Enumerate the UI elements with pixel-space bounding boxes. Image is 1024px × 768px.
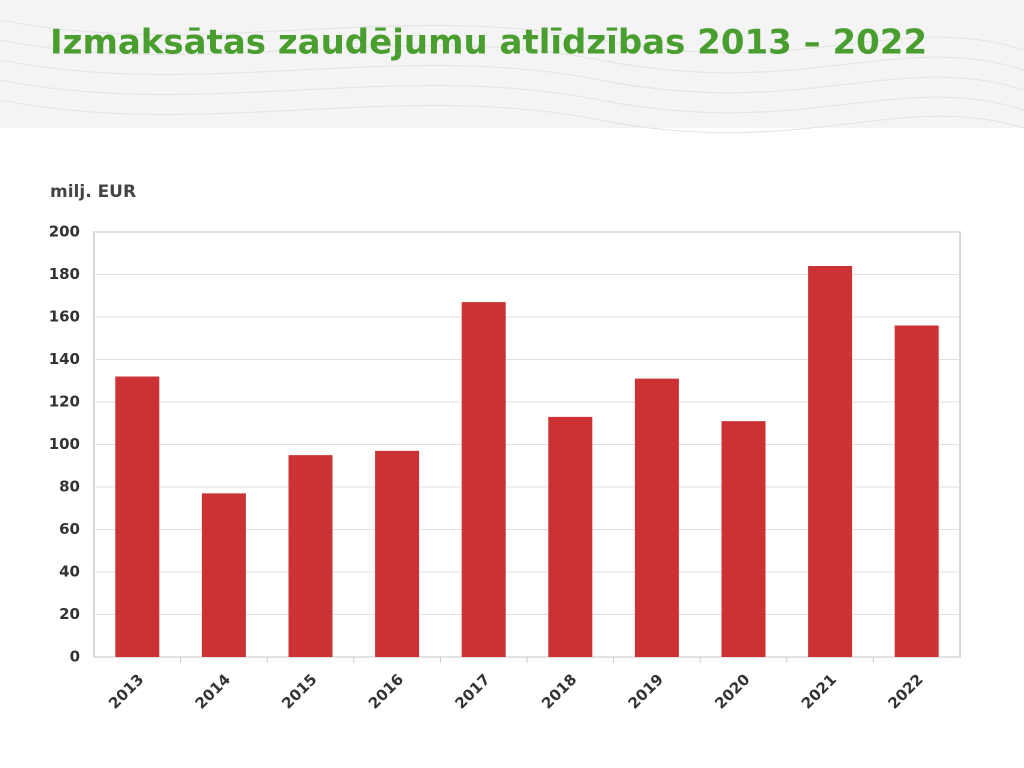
y-tick-label: 40 [59,563,80,581]
header-pattern [0,19,1024,134]
bar [288,455,333,657]
chart-title: Izmaksātas zaudējumu atlīdzības 2013 – 2… [50,23,927,63]
bar [808,266,853,657]
bar [461,302,506,657]
x-tick-label: 2020 [711,670,753,712]
bar [634,378,679,657]
x-tick-label: 2013 [105,670,147,712]
axis-unit: milj. EUR [50,182,136,202]
bar [721,421,766,657]
bar [375,450,420,657]
bar [548,416,593,657]
x-tick-label: 2014 [192,670,234,712]
x-tick-label: 2016 [365,670,407,712]
y-tick-label: 100 [49,435,80,453]
y-tick-label: 0 [70,648,80,666]
x-tick-label: 2022 [884,670,926,712]
bar [115,376,160,657]
y-tick-label: 120 [49,393,80,411]
x-tick-label: 2017 [451,670,493,712]
header-band [0,0,1024,128]
x-tick-label: 2021 [798,670,840,712]
x-tick-label: 2015 [278,670,320,712]
y-tick-label: 180 [49,265,80,283]
y-tick-label: 80 [59,478,80,496]
bar [894,325,939,657]
y-tick-label: 160 [49,308,80,326]
y-tick-label: 20 [59,605,80,623]
x-tick-label: 2019 [625,670,667,712]
y-tick-label: 60 [59,520,80,538]
bar [201,493,246,657]
x-tick-label: 2018 [538,670,580,712]
y-tick-label: 200 [49,223,80,241]
y-tick-label: 140 [49,350,80,368]
